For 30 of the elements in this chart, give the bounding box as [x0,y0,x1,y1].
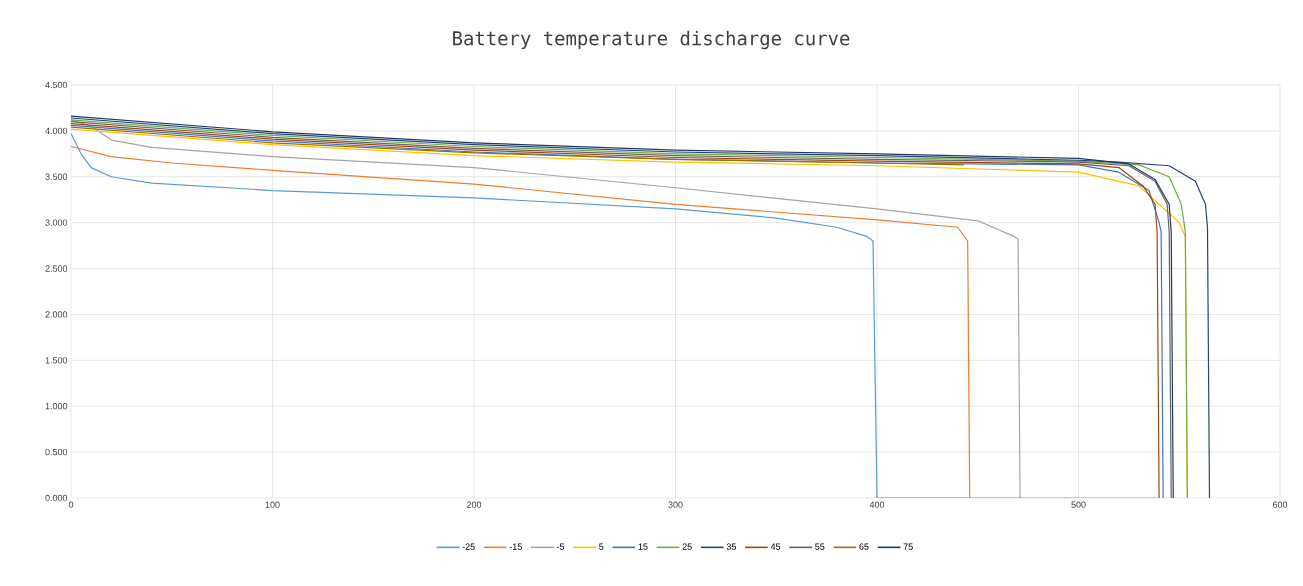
legend-label: 35 [726,543,736,550]
y-tick-label: 2.500 [45,265,68,272]
x-tick-label: 100 [265,501,280,508]
y-tick-label: 4.000 [45,127,68,135]
x-tick-label: 400 [869,501,885,508]
x-tick-label: 200 [466,501,482,508]
legend-label: 5 [599,543,604,550]
y-tick-label: 0.000 [45,494,68,502]
x-tick-label: 300 [668,501,683,508]
y-tick-label: 1.000 [45,403,68,410]
y-tick-label: 4.500 [45,81,68,89]
chart-title: Battery temperature discharge curve [453,30,850,50]
legend-label: -25 [462,543,475,550]
y-tick-label: 3.500 [45,173,68,180]
y-tick-label: 3.000 [45,219,68,226]
legend-label: -5 [556,543,565,550]
legend-label: 55 [815,543,825,550]
legend-label: 45 [770,543,781,550]
legend-label: 25 [682,543,692,550]
legend-label: 65 [859,543,869,550]
x-tick-label: 600 [1272,501,1288,508]
legend-label: 15 [638,543,648,550]
line-series [71,126,965,166]
legend-label: -15 [509,543,522,550]
x-tick-label: 0 [68,501,74,508]
y-tick-label: 0.500 [45,448,68,456]
y-tick-label: 2.000 [45,311,68,318]
y-tick-label: 1.500 [45,357,68,364]
x-tick-label: 500 [1071,501,1086,508]
legend-label: 75 [903,543,913,550]
